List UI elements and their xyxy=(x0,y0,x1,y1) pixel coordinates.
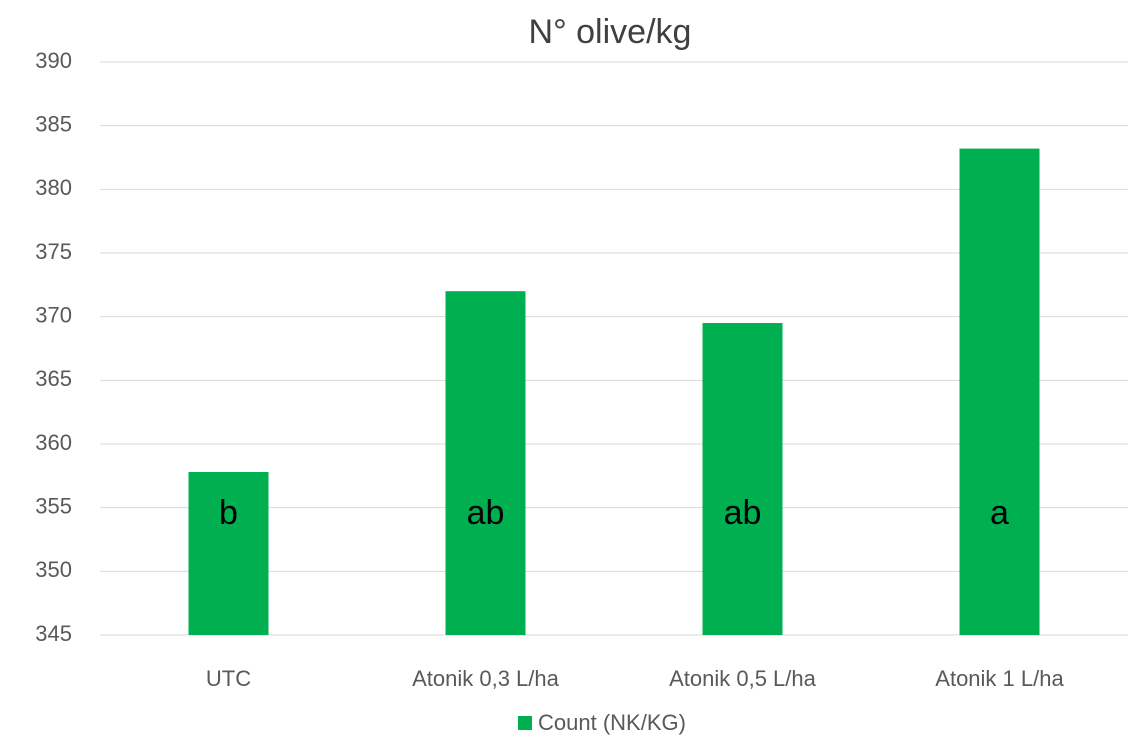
y-tick-label: 390 xyxy=(35,48,72,73)
legend-swatch xyxy=(518,716,532,730)
y-tick-label: 385 xyxy=(35,111,72,136)
legend-label: Count (NK/KG) xyxy=(538,710,686,735)
x-tick-label: UTC xyxy=(206,666,251,691)
bar xyxy=(188,472,269,635)
y-tick-label: 360 xyxy=(35,430,72,455)
annotation: ab xyxy=(467,494,505,532)
y-tick-label: 355 xyxy=(35,493,72,518)
x-tick-label: Atonik 0,3 L/ha xyxy=(412,666,560,691)
y-tick-label: 375 xyxy=(35,239,72,264)
bar xyxy=(445,291,526,635)
bar xyxy=(959,148,1040,635)
y-tick-label: 370 xyxy=(35,302,72,327)
y-tick-label: 365 xyxy=(35,366,72,391)
y-tick-label: 350 xyxy=(35,557,72,582)
bar xyxy=(702,323,783,635)
chart-title: N° olive/kg xyxy=(529,13,692,51)
x-tick-label: Atonik 1 L/ha xyxy=(935,666,1064,691)
annotation: a xyxy=(990,494,1009,532)
annotation: ab xyxy=(724,494,762,532)
y-tick-label: 345 xyxy=(35,621,72,646)
x-tick-label: Atonik 0,5 L/ha xyxy=(669,666,817,691)
annotation: b xyxy=(219,494,238,532)
y-tick-label: 380 xyxy=(35,175,72,200)
